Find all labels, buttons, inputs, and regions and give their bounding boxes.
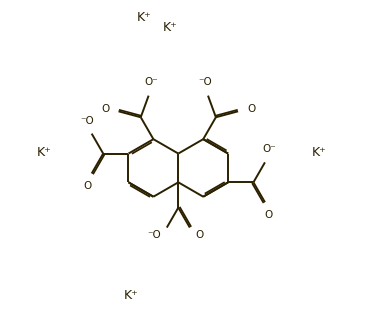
Text: O: O [83,181,92,192]
Text: O⁻: O⁻ [262,144,276,154]
Text: ⁻O: ⁻O [81,116,94,126]
Text: K⁺: K⁺ [311,146,326,159]
Text: O: O [247,104,256,114]
Text: K⁺: K⁺ [137,11,151,24]
Text: O: O [265,210,273,220]
Text: K⁺: K⁺ [37,146,51,159]
Text: O: O [195,230,203,240]
Text: O⁻: O⁻ [145,77,158,87]
Text: K⁺: K⁺ [124,289,139,302]
Text: K⁺: K⁺ [163,21,178,34]
Text: ⁻O: ⁻O [148,230,161,240]
Text: O: O [101,104,109,114]
Text: ⁻O: ⁻O [198,77,212,87]
